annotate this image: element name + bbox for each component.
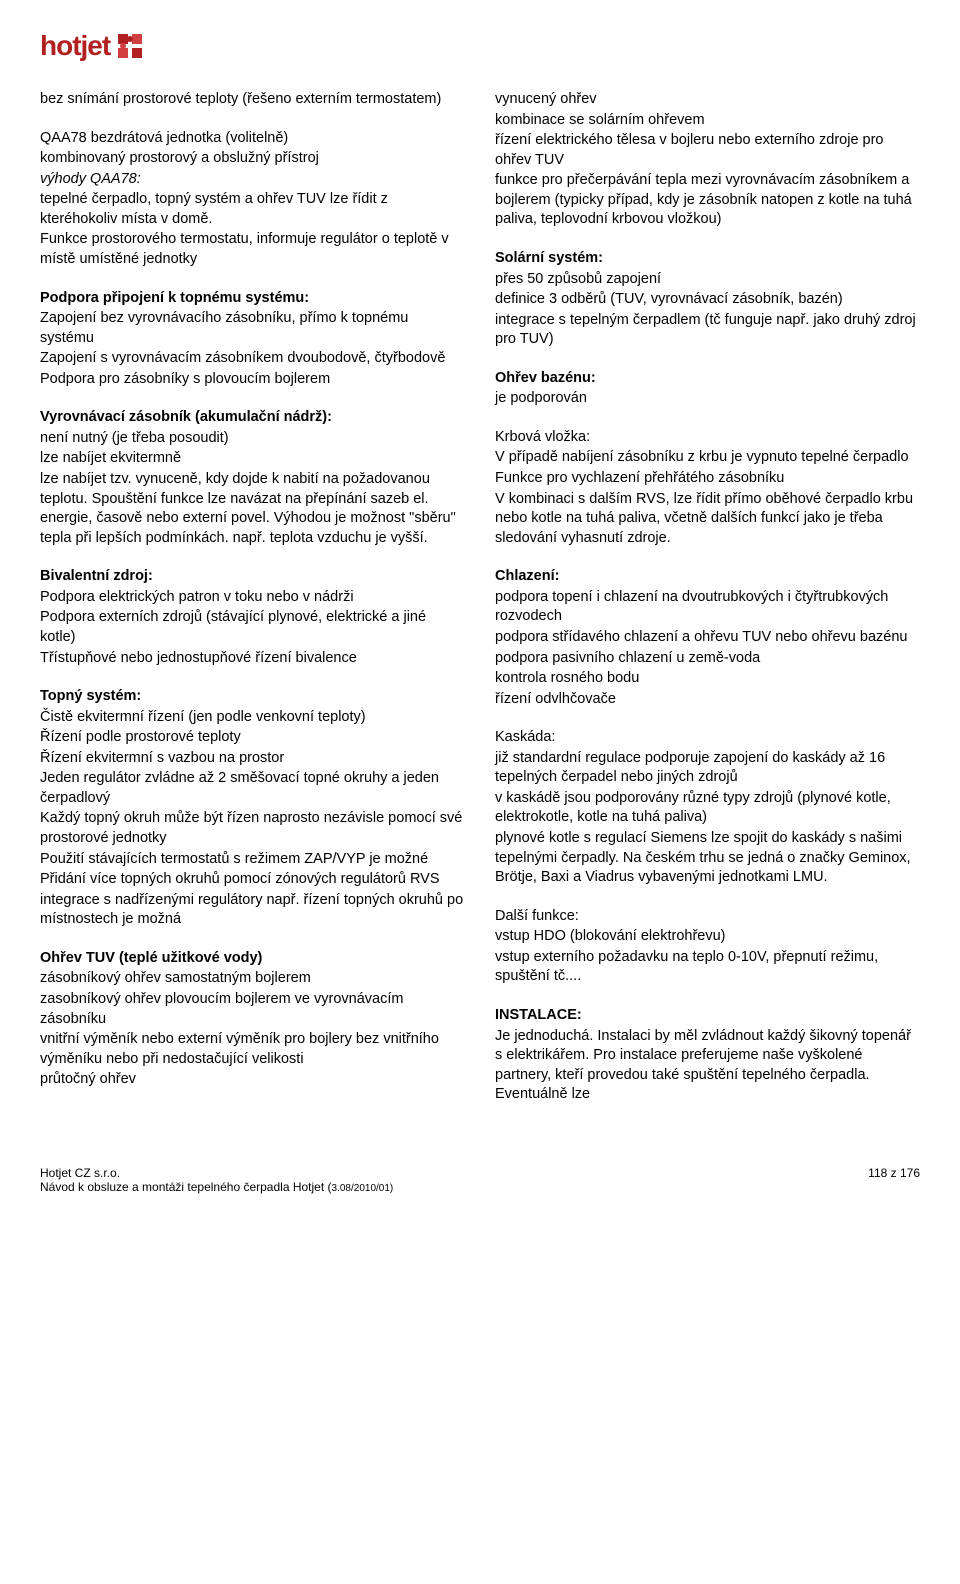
body-text: kombinovaný prostorový a obslužný přístr…: [40, 149, 465, 169]
body-text: Řízení podle prostorové teploty: [40, 728, 465, 748]
body-text: Podpora pro zásobníky s plovoucím bojler…: [40, 370, 465, 390]
body-text: je podporován: [495, 389, 920, 409]
body-text: V kombinaci s dalším RVS, lze řídit přím…: [495, 490, 920, 549]
footer-subtitle: Návod k obsluze a montáži tepelného čerp…: [40, 1180, 393, 1194]
left-column: bez snímání prostorové teploty (řešeno e…: [40, 90, 465, 1106]
body-text: Řízení ekvitermní s vazbou na prostor: [40, 749, 465, 769]
body-text: Podpora externích zdrojů (stávající plyn…: [40, 608, 465, 647]
logo-puzzle-icon: [116, 32, 144, 60]
body-text: Použití stávajících termostatů s režimem…: [40, 850, 465, 870]
section-heading: Další funkce:: [495, 907, 920, 927]
footer-subtitle-text: Návod k obsluze a montáži tepelného čerp…: [40, 1180, 332, 1194]
section-heading: Krbová vložka:: [495, 428, 920, 448]
body-text: QAA78 bezdrátová jednotka (volitelně): [40, 129, 465, 149]
section-heading: Solární systém:: [495, 249, 920, 269]
body-text: tepelné čerpadlo, topný systém a ohřev T…: [40, 190, 465, 229]
body-text: plynové kotle s regulací Siemens lze spo…: [495, 829, 920, 888]
body-text: výhody QAA78:: [40, 170, 465, 190]
body-text: integrace s tepelným čerpadlem (tč fungu…: [495, 311, 920, 350]
body-text: Čistě ekvitermní řízení (jen podle venko…: [40, 708, 465, 728]
logo: hotjet: [40, 30, 920, 62]
body-text: Je jednoduchá. Instalaci by měl zvládnou…: [495, 1027, 920, 1105]
section-heading: Ohřev TUV (teplé užitkové vody): [40, 949, 465, 969]
section-heading: Ohřev bazénu:: [495, 369, 920, 389]
section-heading: Podpora připojení k topnému systému:: [40, 289, 465, 309]
body-text: vnitřní výměník nebo externí výměník pro…: [40, 1030, 465, 1069]
body-text: řízení odvlhčovače: [495, 690, 920, 710]
section-heading: Chlazení:: [495, 567, 920, 587]
footer: Hotjet CZ s.r.o. Návod k obsluze a montá…: [40, 1166, 920, 1194]
footer-left: Hotjet CZ s.r.o. Návod k obsluze a montá…: [40, 1166, 393, 1194]
body-text: Zapojení bez vyrovnávacího zásobníku, př…: [40, 309, 465, 348]
footer-page: 118 z 176: [868, 1166, 920, 1194]
body-text: lze nabíjet ekvitermně: [40, 449, 465, 469]
body-text: podpora topení i chlazení na dvoutrubkov…: [495, 588, 920, 627]
section-heading: Kaskáda:: [495, 728, 920, 748]
body-text: Každý topný okruh může být řízen naprost…: [40, 809, 465, 848]
body-text: Třístupňové nebo jednostupňové řízení bi…: [40, 649, 465, 669]
body-text: funkce pro přečerpávání tepla mezi vyrov…: [495, 171, 920, 230]
body-text: integrace s nadřízenými regulátory např.…: [40, 891, 465, 930]
body-text: zasobníkový ohřev plovoucím bojlerem ve …: [40, 990, 465, 1029]
section-heading: Vyrovnávací zásobník (akumulační nádrž):: [40, 408, 465, 428]
body-text: kontrola rosného bodu: [495, 669, 920, 689]
body-text: bez snímání prostorové teploty (řešeno e…: [40, 90, 465, 110]
section-heading: INSTALACE:: [495, 1006, 920, 1026]
body-text: průtočný ohřev: [40, 1070, 465, 1090]
logo-text: hotjet: [40, 30, 110, 62]
body-text: Zapojení s vyrovnávacím zásobníkem dvoub…: [40, 349, 465, 369]
body-text: Jeden regulátor zvládne až 2 směšovací t…: [40, 769, 465, 808]
body-text: Funkce pro vychlazení přehřátého zásobní…: [495, 469, 920, 489]
body-text: V případě nabíjení zásobníku z krbu je v…: [495, 448, 920, 468]
section-heading: Topný systém:: [40, 687, 465, 707]
right-column: vynucený ohřev kombinace se solárním ohř…: [495, 90, 920, 1106]
body-text: lze nabíjet tzv. vynuceně, kdy dojde k n…: [40, 470, 465, 548]
content-columns: bez snímání prostorové teploty (řešeno e…: [40, 90, 920, 1106]
body-text: Přidání více topných okruhů pomocí zónov…: [40, 870, 465, 890]
body-text: zásobníkový ohřev samostatným bojlerem: [40, 969, 465, 989]
body-text: vstup externího požadavku na teplo 0-10V…: [495, 948, 920, 987]
body-text: vynucený ohřev: [495, 90, 920, 110]
section-heading: Bivalentní zdroj:: [40, 567, 465, 587]
body-text: kombinace se solárním ohřevem: [495, 111, 920, 131]
footer-subtitle-version: 3.08/2010/01): [332, 1183, 394, 1194]
body-text: již standardní regulace podporuje zapoje…: [495, 749, 920, 788]
body-text: definice 3 odběrů (TUV, vyrovnávací záso…: [495, 290, 920, 310]
footer-company: Hotjet CZ s.r.o.: [40, 1166, 393, 1180]
body-text: podpora pasivního chlazení u země-voda: [495, 649, 920, 669]
body-text: podpora střídavého chlazení a ohřevu TUV…: [495, 628, 920, 648]
body-text: není nutný (je třeba posoudit): [40, 429, 465, 449]
body-text: přes 50 způsobů zapojení: [495, 270, 920, 290]
body-text: Funkce prostorového termostatu, informuj…: [40, 230, 465, 269]
body-text: v kaskádě jsou podporovány různé typy zd…: [495, 789, 920, 828]
body-text: Podpora elektrických patron v toku nebo …: [40, 588, 465, 608]
body-text: vstup HDO (blokování elektrohřevu): [495, 927, 920, 947]
body-text: řízení elektrického tělesa v bojleru neb…: [495, 131, 920, 170]
